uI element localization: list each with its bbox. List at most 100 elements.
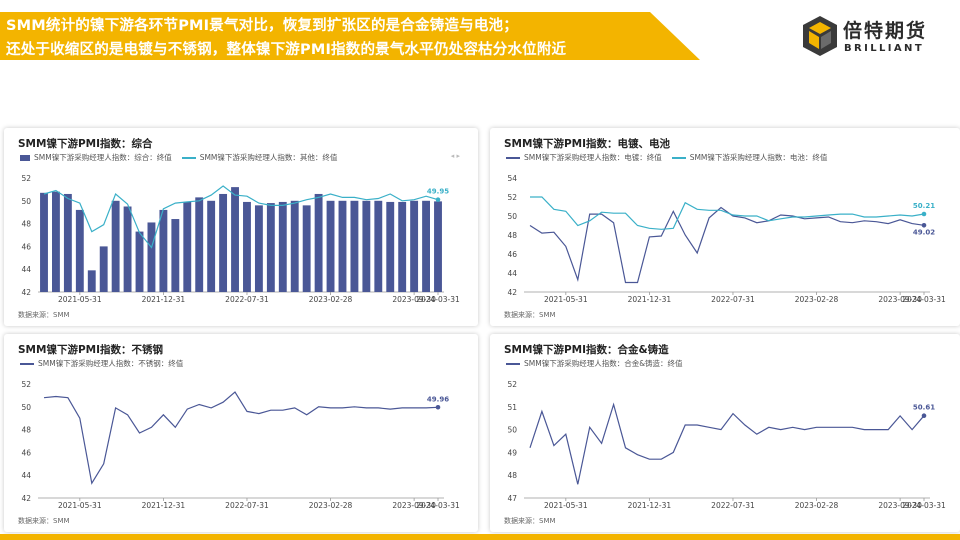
y-tick-label: 50	[507, 212, 517, 221]
x-tick-label: 2022-07-31	[711, 295, 755, 304]
series-end-label: 49.02	[913, 228, 935, 236]
legend-item-plating[interactable]: SMM镍下游采购经理人指数：电镀：终值	[506, 152, 662, 163]
y-tick-label: 52	[21, 174, 31, 183]
y-tick-label: 42	[21, 494, 31, 503]
chart-panel-composite: SMM镍下游PMI指数：综合 SMM镍下游采购经理人指数：综合：终值 SMM镍下…	[4, 128, 478, 326]
x-tick-label: 2022-07-31	[225, 501, 269, 510]
y-tick-label: 50	[21, 197, 31, 206]
y-tick-label: 44	[21, 471, 31, 480]
y-tick-label: 47	[507, 494, 517, 503]
x-tick-label: 2023-02-28	[795, 295, 839, 304]
bar	[314, 193, 323, 292]
bar	[135, 231, 144, 292]
bar	[386, 201, 395, 292]
headline-line-2: 还处于收缩区的是电镀与不锈钢，整体镍下游PMI指数的景气水平仍处容枯分水位附近	[6, 42, 567, 58]
bar	[171, 219, 180, 292]
bar	[254, 205, 263, 292]
legend-pager-arrows[interactable]: ◂ ▸	[450, 152, 460, 160]
x-tick-label: 2023-09-30	[878, 295, 922, 304]
legend-item-alloy[interactable]: SMM镍下游采购经理人指数：合金&铸造：终值	[506, 358, 683, 369]
bar	[338, 200, 347, 292]
legend-label: SMM镍下游采购经理人指数：其他：终值	[199, 153, 338, 162]
bar	[290, 200, 299, 292]
header-banner	[0, 12, 700, 62]
x-tick-label: 2024-03-31	[416, 501, 460, 510]
y-tick-label: 46	[21, 448, 31, 457]
chart-plot-stainless: 42 44 46 48 50 52 2021-05-31 2021-12-31 2022-07-…	[21, 380, 460, 510]
logo-cube-icon	[803, 16, 837, 56]
legend-label: SMM镍下游采购经理人指数：合金&铸造：终值	[524, 359, 683, 368]
series-end-point	[921, 413, 927, 418]
bar	[40, 192, 48, 292]
legend-item-stainless[interactable]: SMM镍下游采购经理人指数：不锈钢：终值	[20, 358, 183, 369]
series-line	[43, 185, 439, 249]
x-tick-label: 2022-07-31	[225, 295, 269, 304]
legend-swatch-line	[671, 156, 686, 159]
chart-title: SMM镍下游PMI指数：不锈钢	[18, 344, 164, 356]
bar	[350, 200, 359, 292]
bar-end-label: 49.95	[427, 187, 449, 195]
y-tick-label: 48	[21, 426, 31, 435]
bar	[219, 193, 228, 292]
chart-title: SMM镍下游PMI指数：综合	[18, 138, 153, 150]
logo-text-en: BRILLIANT	[844, 43, 925, 54]
bar	[374, 200, 383, 292]
legend-swatch-bar	[20, 154, 30, 161]
x-tick-label: 2024-03-31	[902, 295, 946, 304]
x-tick-label: 2021-05-31	[58, 501, 102, 510]
bar	[99, 246, 108, 292]
legend-label: SMM镍下游采购经理人指数：电池：终值	[689, 153, 828, 162]
data-source: 数据来源：SMM	[504, 517, 556, 525]
y-tick-label: 50	[21, 403, 31, 412]
bar	[302, 205, 311, 292]
legend-item-battery[interactable]: SMM镍下游采购经理人指数：电池：终值	[671, 152, 828, 163]
bar	[278, 201, 287, 292]
bar	[231, 187, 239, 292]
legend-swatch-line	[506, 156, 520, 159]
y-tick-label: 52	[507, 380, 517, 389]
x-tick-label: 2021-05-31	[544, 501, 588, 510]
logo-text-cn: 倍特期货	[843, 20, 928, 42]
y-tick-label: 44	[21, 265, 31, 274]
data-source: 数据来源：SMM	[18, 517, 70, 525]
bar	[243, 201, 251, 292]
y-tick-label: 46	[507, 250, 517, 259]
legend-item-composite[interactable]: SMM镍下游采购经理人指数：综合：终值	[20, 152, 172, 163]
bar	[147, 222, 156, 292]
chart-panel-alloy-casting: SMM镍下游PMI指数：合金&铸造 SMM镍下游采购经理人指数：合金&铸造：终值…	[490, 334, 960, 532]
bar	[111, 200, 120, 292]
chart-panel-plating-battery: SMM镍下游PMI指数：电镀、电池 SMM镍下游采购经理人指数：电镀：终值 SM…	[490, 128, 960, 326]
series-end-point	[921, 211, 927, 217]
chart-plot-plating-battery: 42 44 46 48 50 52 54 2021-05-31 2021-12-31 2022-0…	[507, 174, 946, 304]
bar	[195, 197, 204, 292]
chart-legend: SMM镍下游采购经理人指数：电镀：终值 SMM镍下游采购经理人指数：电池：终值	[506, 152, 837, 163]
y-tick-label: 54	[507, 174, 517, 183]
chart-title: SMM镍下游PMI指数：合金&铸造	[504, 344, 669, 356]
x-tick-label: 2023-09-30	[392, 295, 436, 304]
y-tick-label: 52	[21, 380, 31, 389]
banner-shape	[0, 12, 700, 60]
series-line	[529, 402, 925, 485]
bar	[326, 200, 335, 292]
series-end-label: 50.61	[913, 404, 935, 412]
chart-legend: SMM镍下游采购经理人指数：不锈钢：终值	[20, 358, 193, 369]
y-tick-label: 46	[21, 242, 31, 251]
legend-label: SMM镍下游采购经理人指数：电镀：终值	[524, 153, 662, 162]
series-line	[43, 391, 439, 485]
chart-panel-stainless: SMM镍下游PMI指数：不锈钢 SMM镍下游采购经理人指数：不锈钢：终值 42 4…	[4, 334, 478, 532]
chart-title: SMM镍下游PMI指数：电镀、电池	[504, 138, 671, 150]
bar	[87, 270, 96, 292]
bar	[422, 200, 431, 292]
x-tick-label: 2022-07-31	[711, 501, 755, 510]
y-tick-label: 52	[507, 193, 517, 202]
y-tick-label: 48	[507, 231, 517, 240]
y-tick-label: 44	[507, 269, 517, 278]
legend-swatch-line	[20, 362, 34, 365]
y-tick-label: 49	[507, 448, 517, 457]
x-tick-label: 2023-02-28	[309, 501, 353, 510]
series-line	[529, 206, 925, 284]
x-tick-label: 2023-09-30	[878, 501, 922, 510]
series-end-point	[435, 404, 441, 410]
legend-item-other[interactable]: SMM镍下游采购经理人指数：其他：终值	[181, 152, 338, 163]
x-tick-label: 2024-03-31	[902, 501, 946, 510]
